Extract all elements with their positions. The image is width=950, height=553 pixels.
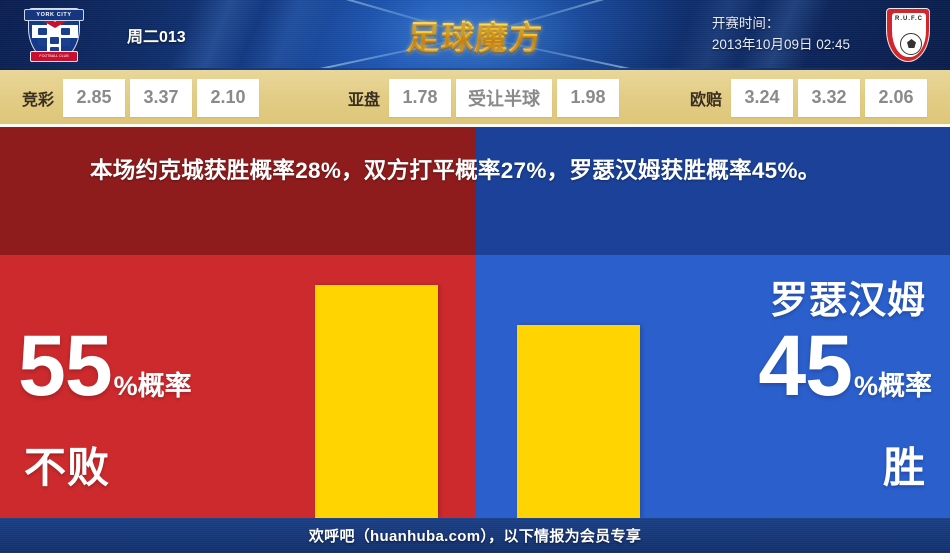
odds-group-asian: 亚盘 1.78 受让半球 1.98 <box>348 78 624 117</box>
away-probability-suffix: %概率 <box>853 371 932 401</box>
away-probability-value: 45 <box>758 318 853 414</box>
odds-group-label: 亚盘 <box>348 91 381 109</box>
home-crest-name: YORK CITY <box>24 9 84 21</box>
away-outcome: 胜 <box>882 444 926 491</box>
away-probability: 45 %概率 <box>758 318 932 414</box>
odds-cell-home[interactable]: 2.85 <box>63 78 126 117</box>
banner-away-bg <box>476 127 950 255</box>
odds-cell-home[interactable]: 3.24 <box>731 78 793 117</box>
kickoff-time: 开赛时间： 2013年10月09日 02:45 <box>712 0 850 70</box>
footer-text[interactable]: 欢呼吧（huanhuba.com），以下情报为会员专享 <box>308 528 642 545</box>
home-probability: 55 %概率 <box>18 318 192 414</box>
home-outcome: 不败 <box>24 444 111 491</box>
home-team-crest-icon: YORK CITY FOOTBALL CLUB <box>22 4 86 66</box>
odds-group-euro: 欧赔 3.24 3.32 2.06 <box>689 78 932 117</box>
odds-cell-away[interactable]: 2.10 <box>197 78 260 117</box>
bar-away <box>517 325 640 518</box>
odds-group-label: 欧赔 <box>689 91 722 109</box>
header-ray <box>186 0 476 37</box>
probability-chart: 约克城 55 %概率 不败 罗瑟汉姆 45 %概率 胜 <box>0 255 950 518</box>
footer-bar: 欢呼吧（huanhuba.com），以下情报为会员专享 <box>0 518 950 553</box>
odds-divider <box>0 124 950 127</box>
summary-banner: 本场约克城获胜概率28%，双方打平概率27%，罗瑟汉姆获胜概率45%。 <box>0 127 950 255</box>
odds-bar: 竞彩 2.85 3.37 2.10 亚盘 1.78 受让半球 1.98 欧赔 3… <box>0 70 950 125</box>
banner-home-bg <box>0 127 476 255</box>
away-team-crest-icon: R.U.F.C <box>878 4 938 66</box>
kickoff-label: 开赛时间： <box>711 16 780 32</box>
odds-cell-away[interactable]: 1.98 <box>557 78 620 117</box>
odds-cell-home[interactable]: 1.78 <box>389 78 452 117</box>
brand-logo-text: 足球魔方 <box>405 11 544 59</box>
home-probability-suffix: %概率 <box>113 371 192 401</box>
odds-cell-draw[interactable]: 3.37 <box>130 78 193 117</box>
summary-text: 本场约克城获胜概率28%，双方打平概率27%，罗瑟汉姆获胜概率45%。 <box>90 158 821 183</box>
header-bar: YORK CITY FOOTBALL CLUB 周二013 足球魔方 开赛时间：… <box>0 0 950 135</box>
odds-cell-draw[interactable]: 3.32 <box>798 78 860 117</box>
odds-cell-away[interactable]: 2.06 <box>865 78 927 117</box>
header-divider <box>0 68 950 70</box>
odds-group-label: 竞彩 <box>22 91 55 109</box>
match-number: 周二013 <box>127 29 186 46</box>
home-probability-value: 55 <box>18 318 113 414</box>
home-crest-sub: FOOTBALL CLUB <box>30 51 78 62</box>
bar-home <box>315 285 438 518</box>
odds-group-jingcai: 竞彩 2.85 3.37 2.10 <box>22 78 264 117</box>
away-team-name: 罗瑟汉姆 <box>769 280 926 322</box>
kickoff-value: 2013年10月09日 02:45 <box>711 37 850 52</box>
away-crest-letters: R.U.F.C <box>895 16 923 22</box>
odds-cell-handicap[interactable]: 受让半球 <box>456 78 553 117</box>
